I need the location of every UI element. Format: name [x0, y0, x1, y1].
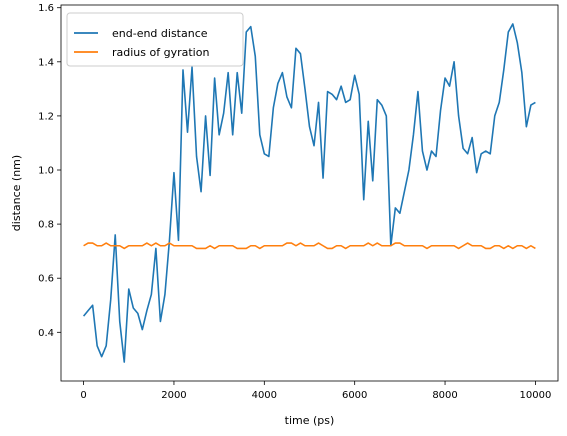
legend-label-radius-of-gyration: radius of gyration [112, 46, 209, 59]
x-axis-label: time (ps) [285, 414, 335, 427]
y-tick-label: 1.6 [38, 3, 54, 14]
legend: end-end distance radius of gyration [67, 13, 243, 66]
x-tick-label: 2000 [161, 390, 186, 401]
x-axis-ticks: 0 2000 4000 6000 8000 10000 [80, 381, 551, 401]
x-tick-label: 8000 [432, 390, 457, 401]
series-line-end-end-distance [84, 24, 536, 362]
y-tick-label: 1.2 [38, 111, 54, 122]
y-tick-label: 1.4 [38, 57, 54, 68]
x-tick-label: 4000 [252, 390, 277, 401]
y-tick-label: 1.0 [38, 166, 54, 177]
y-axis-ticks: 0.4 0.6 0.8 1.0 1.2 1.4 1.6 [38, 3, 61, 339]
x-tick-label: 10000 [520, 390, 552, 401]
x-tick-label: 6000 [342, 390, 367, 401]
y-axis-label: distance (nm) [10, 155, 23, 231]
legend-label-end-end-distance: end-end distance [112, 27, 208, 40]
y-tick-label: 0.4 [38, 328, 54, 339]
x-tick-label: 0 [80, 390, 86, 401]
series-line-radius-of-gyration [84, 243, 536, 248]
y-tick-label: 0.6 [38, 274, 54, 285]
series-layer [84, 24, 536, 362]
y-tick-label: 0.8 [38, 220, 54, 231]
